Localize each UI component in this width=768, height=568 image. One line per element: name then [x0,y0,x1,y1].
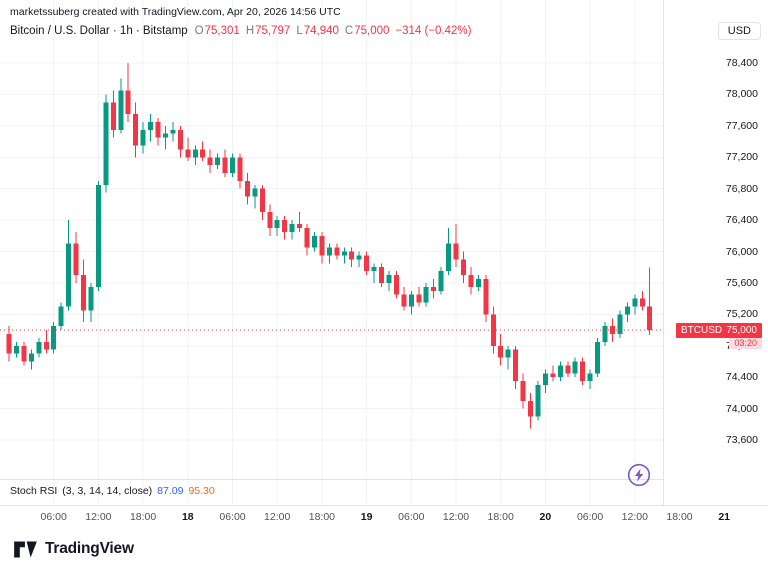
price-axis-label: 75,600 [725,276,758,289]
price-label-symbol: BTCUSD [681,324,723,336]
time-axis-label: 19 [360,511,373,523]
time-axis-label: 12:00 [442,511,470,523]
indicator-name[interactable]: Stoch RSI [10,485,58,497]
current-price-label: BTCUSD 75,000 03:20 [676,322,762,349]
footer: TradingView [0,530,768,568]
price-change: −314 (−0.42%) [395,25,472,37]
attribution-text: marketssuberg created with TradingView.c… [10,6,341,18]
indicator-legend: Stoch RSI (3, 3, 14, 14, close) 87.09 95… [10,485,215,497]
ohlc-values: O75,301 H75,797 L74,940 C75,000 −314 (−0… [195,25,472,37]
symbol-title[interactable]: Bitcoin / U.S. Dollar · 1h · Bitstamp [10,25,188,37]
price-axis-label: 76,000 [725,245,758,258]
price-axis-label: 74,000 [725,402,758,415]
tradingview-brand[interactable]: TradingView [45,540,134,557]
price-axis-label: 74,400 [725,371,758,384]
candlestick-chart[interactable] [0,0,768,530]
indicator-k-value: 87.09 [157,485,184,497]
time-axis-label: 18:00 [308,511,336,523]
bar-countdown: 03:20 [729,337,762,349]
price-axis-label: 78,400 [725,57,758,69]
price-axis-label: 78,000 [725,88,758,101]
time-axis[interactable]: 06:00 12:00 18:00 18 06:00 12:00 18:00 19 06:00 1… [0,505,768,531]
pane-separator[interactable] [0,479,768,480]
currency-toggle-button[interactable]: USD [717,22,761,40]
time-axis-label: 06:00 [40,511,67,523]
lightning-icon[interactable] [626,462,652,488]
tradingview-logo-icon[interactable] [13,540,38,559]
ohlc-low-label: L [296,25,303,37]
ohlc-high-value: 75,797 [255,25,291,37]
time-axis-label: 18:00 [129,511,157,523]
chart-legend: Bitcoin / U.S. Dollar · 1h · Bitstamp O7… [10,25,472,37]
time-axis-label: 12:00 [85,511,112,523]
ohlc-close-label: C [344,25,354,37]
price-axis[interactable]: 78,400 78,000 77,600 77,200 76,800 76,400 76,0… [663,0,768,505]
time-axis-label: 18:00 [487,511,514,523]
time-axis-label: 12:00 [264,511,291,523]
price-axis-label: 75,200 [725,308,758,321]
time-axis-label: 21 [718,511,731,523]
ohlc-open-label: O [194,25,204,37]
price-axis-label: 77,600 [725,119,758,132]
ohlc-high-label: H [245,25,255,37]
time-axis-label: 18 [181,511,194,523]
time-axis-label: 06:00 [219,511,246,523]
time-axis-label: 06:00 [398,511,425,523]
indicator-d-value: 95.30 [188,485,215,497]
price-axis-label: 76,400 [725,214,758,227]
price-axis-label: 73,600 [725,434,758,447]
price-label-value: 75,000 [726,324,757,336]
price-axis-label: 77,200 [725,151,758,164]
price-axis-label: 76,800 [725,182,758,195]
time-axis-label: 06:00 [576,511,604,523]
time-axis-label: 12:00 [621,511,648,523]
ohlc-low-value: 74,940 [303,25,339,37]
time-axis-label: 18:00 [666,511,693,523]
ohlc-close-value: 75,000 [354,25,390,37]
indicator-params: (3, 3, 14, 14, close) [62,485,153,497]
time-axis-label: 20 [539,511,552,523]
ohlc-open-value: 75,301 [204,25,240,37]
